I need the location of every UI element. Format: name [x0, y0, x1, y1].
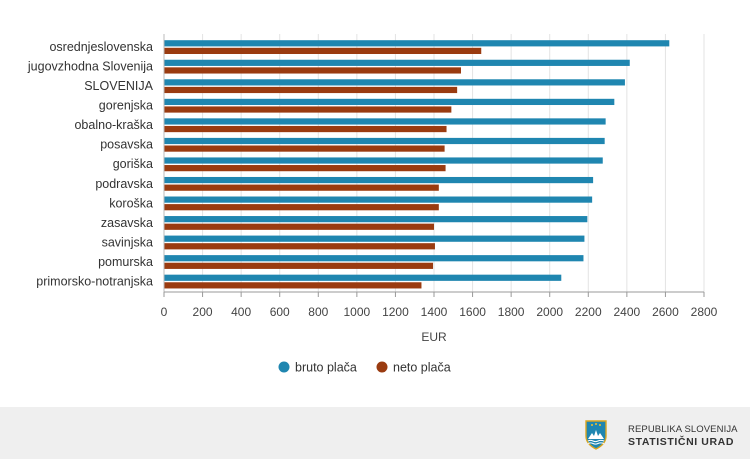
x-tick-label: 2400 [614, 305, 641, 319]
bar-neto [164, 184, 439, 191]
bar-neto [164, 86, 458, 94]
bar-neto [164, 47, 482, 54]
category-label: jugovzhodna Slovenija [27, 60, 153, 74]
organization-logo-text: REPUBLIKA SLOVENIJA STATISTIČNI URAD [628, 423, 738, 449]
legend: bruto plača neto plača [278, 361, 451, 375]
category-label: primorsko-notranjska [36, 274, 153, 288]
bar-bruto [164, 137, 605, 145]
bar-bruto [164, 157, 603, 164]
bar-neto [164, 282, 422, 289]
slovenia-coat-of-arms-icon [585, 420, 607, 450]
org-name-line1: REPUBLIKA SLOVENIJA [628, 424, 738, 435]
legend-marker [376, 361, 388, 373]
category-label: podravska [95, 177, 153, 191]
x-tick-label: 2600 [652, 305, 679, 319]
category-label: posavska [100, 138, 153, 152]
x-axis-label: EUR [421, 330, 447, 344]
category-label: pomurska [98, 255, 153, 269]
bar-neto [164, 165, 446, 172]
bar-bruto [164, 79, 625, 86]
x-tick-label: 400 [231, 305, 251, 319]
category-label: koroška [109, 196, 153, 210]
bar-neto [164, 243, 435, 250]
x-tick-label: 1400 [421, 305, 448, 319]
bar-bruto [164, 216, 588, 223]
legend-label: neto plača [393, 361, 451, 375]
category-label: osrednjeslovenska [49, 40, 153, 54]
bar-bruto [164, 235, 585, 242]
footer-bar [0, 407, 750, 459]
category-label: gorenjska [99, 99, 153, 113]
bar-series [164, 40, 670, 289]
category-label: SLOVENIJA [84, 79, 153, 93]
bar-bruto [164, 98, 615, 106]
bar-neto [164, 262, 434, 269]
x-tick-label: 800 [308, 305, 328, 319]
bar-neto [164, 106, 452, 113]
category-label: savinjska [102, 235, 153, 249]
x-tick-label: 0 [161, 305, 168, 319]
x-tick-label: 2800 [691, 305, 718, 319]
x-tick-label: 1800 [498, 305, 525, 319]
x-tick-label: 1000 [344, 305, 371, 319]
x-tick-label: 2000 [536, 305, 563, 319]
org-name-line2: STATISTIČNI URAD [628, 436, 735, 448]
category-label: goriška [113, 157, 153, 171]
bar-bruto [164, 255, 584, 262]
bar-bruto [164, 40, 670, 47]
x-tick-label: 200 [193, 305, 213, 319]
bar-bruto [164, 274, 562, 281]
bar-neto [164, 125, 447, 133]
legend-label: bruto plača [295, 361, 357, 375]
bar-neto [164, 145, 445, 152]
category-label: obalno-kraška [74, 118, 153, 132]
bar-neto [164, 204, 439, 211]
x-tick-label: 1600 [459, 305, 486, 319]
category-label: zasavska [101, 216, 153, 230]
bar-bruto [164, 118, 606, 125]
bar-bruto [164, 59, 630, 66]
bar-neto [164, 67, 461, 74]
x-tick-label: 600 [270, 305, 290, 319]
bar-bruto [164, 176, 594, 184]
bar-chart: osrednjeslovenska jugovzhodna Slovenija SL… [27, 34, 718, 375]
legend-marker [278, 361, 290, 373]
category-labels: osrednjeslovenska jugovzhodna Slovenija SL… [27, 40, 154, 288]
bar-neto [164, 223, 434, 230]
x-tick-label: 2200 [575, 305, 602, 319]
bar-bruto [164, 196, 593, 203]
x-tick-label: 1200 [382, 305, 409, 319]
x-axis-ticks: 0 200 400 600 800 1000 1200 1400 1600 1800 2000 220… [161, 292, 718, 319]
